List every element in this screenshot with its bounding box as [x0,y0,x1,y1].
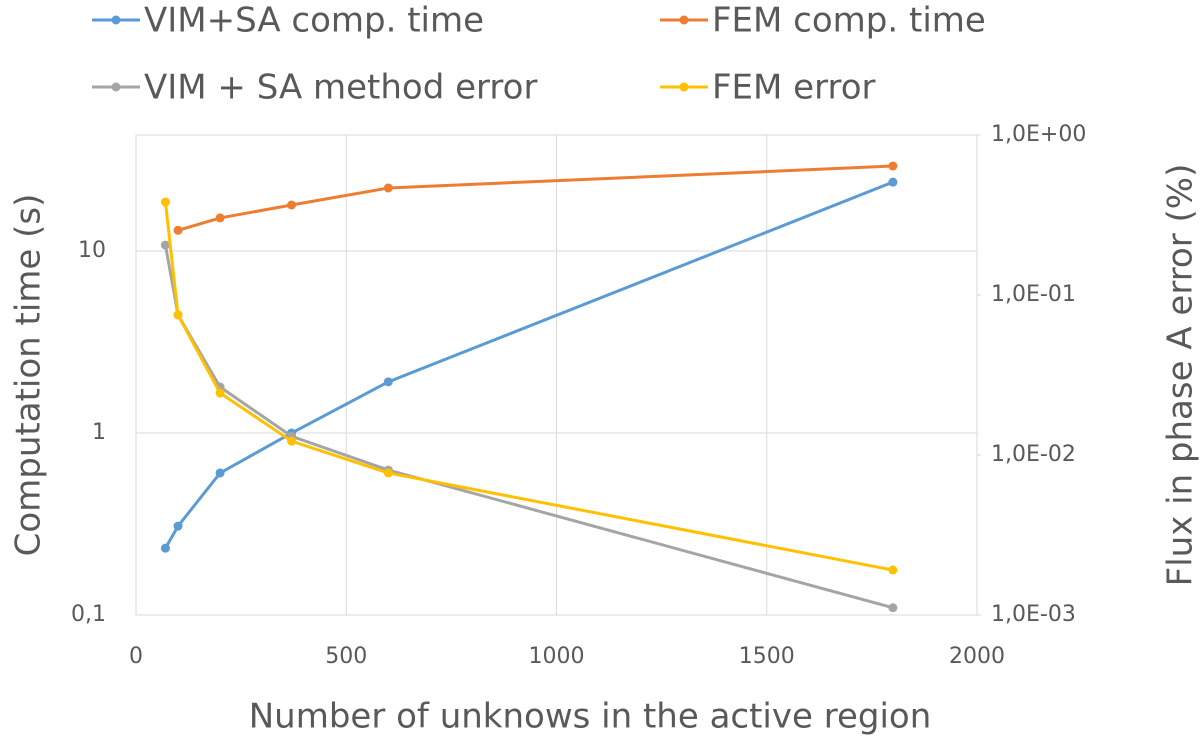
y-axis-title: Computation time (s) [9,194,49,557]
x-tick-label: 1500 [739,644,795,669]
y2-tick-label: 1,0E+00 [991,122,1086,147]
data-point [215,468,225,478]
legend-marker [679,82,689,92]
legend-label: VIM+SA comp. time [144,1,484,41]
data-point [160,543,170,553]
series-line [177,164,893,232]
x-tick-label: 0 [129,644,143,669]
data-point [215,388,225,398]
y-tick-label: 1 [92,420,106,445]
x-tick-label: 1000 [529,644,585,669]
data-point [173,521,183,531]
data-point [888,161,898,171]
legend-marker [679,15,689,25]
data-point [383,183,393,193]
legend-label: VIM + SA method error [144,68,537,108]
series-line [163,244,894,610]
data-point [160,240,170,250]
y-tick-label: 0,1 [71,602,106,627]
data-point [888,603,898,613]
y2-tick-label: 1,0E-03 [991,602,1076,627]
data-point [888,177,898,187]
data-point [287,200,297,210]
data-point [173,225,183,235]
data-point [383,377,393,387]
data-point [383,468,393,478]
data-point [215,213,225,223]
data-point [287,436,297,446]
data-point [173,310,183,320]
legend-marker [111,82,121,92]
y2-axis-title: Flux in phase A error (%) [1161,164,1200,587]
y2-tick-label: 1,0E-01 [991,282,1076,307]
data-point [888,565,898,575]
data-point [160,197,170,207]
legend-marker [111,15,121,25]
y2-tick-label: 1,0E-02 [991,442,1076,467]
legend-label: FEM error [712,68,876,108]
x-axis-title: Number of unknows in the active region [249,697,932,737]
x-tick-label: 2000 [949,644,1005,669]
legend-label: FEM comp. time [712,1,986,41]
series-line [163,201,894,572]
x-tick-label: 500 [325,644,367,669]
series-line [164,180,894,549]
y-tick-label: 10 [78,238,106,263]
